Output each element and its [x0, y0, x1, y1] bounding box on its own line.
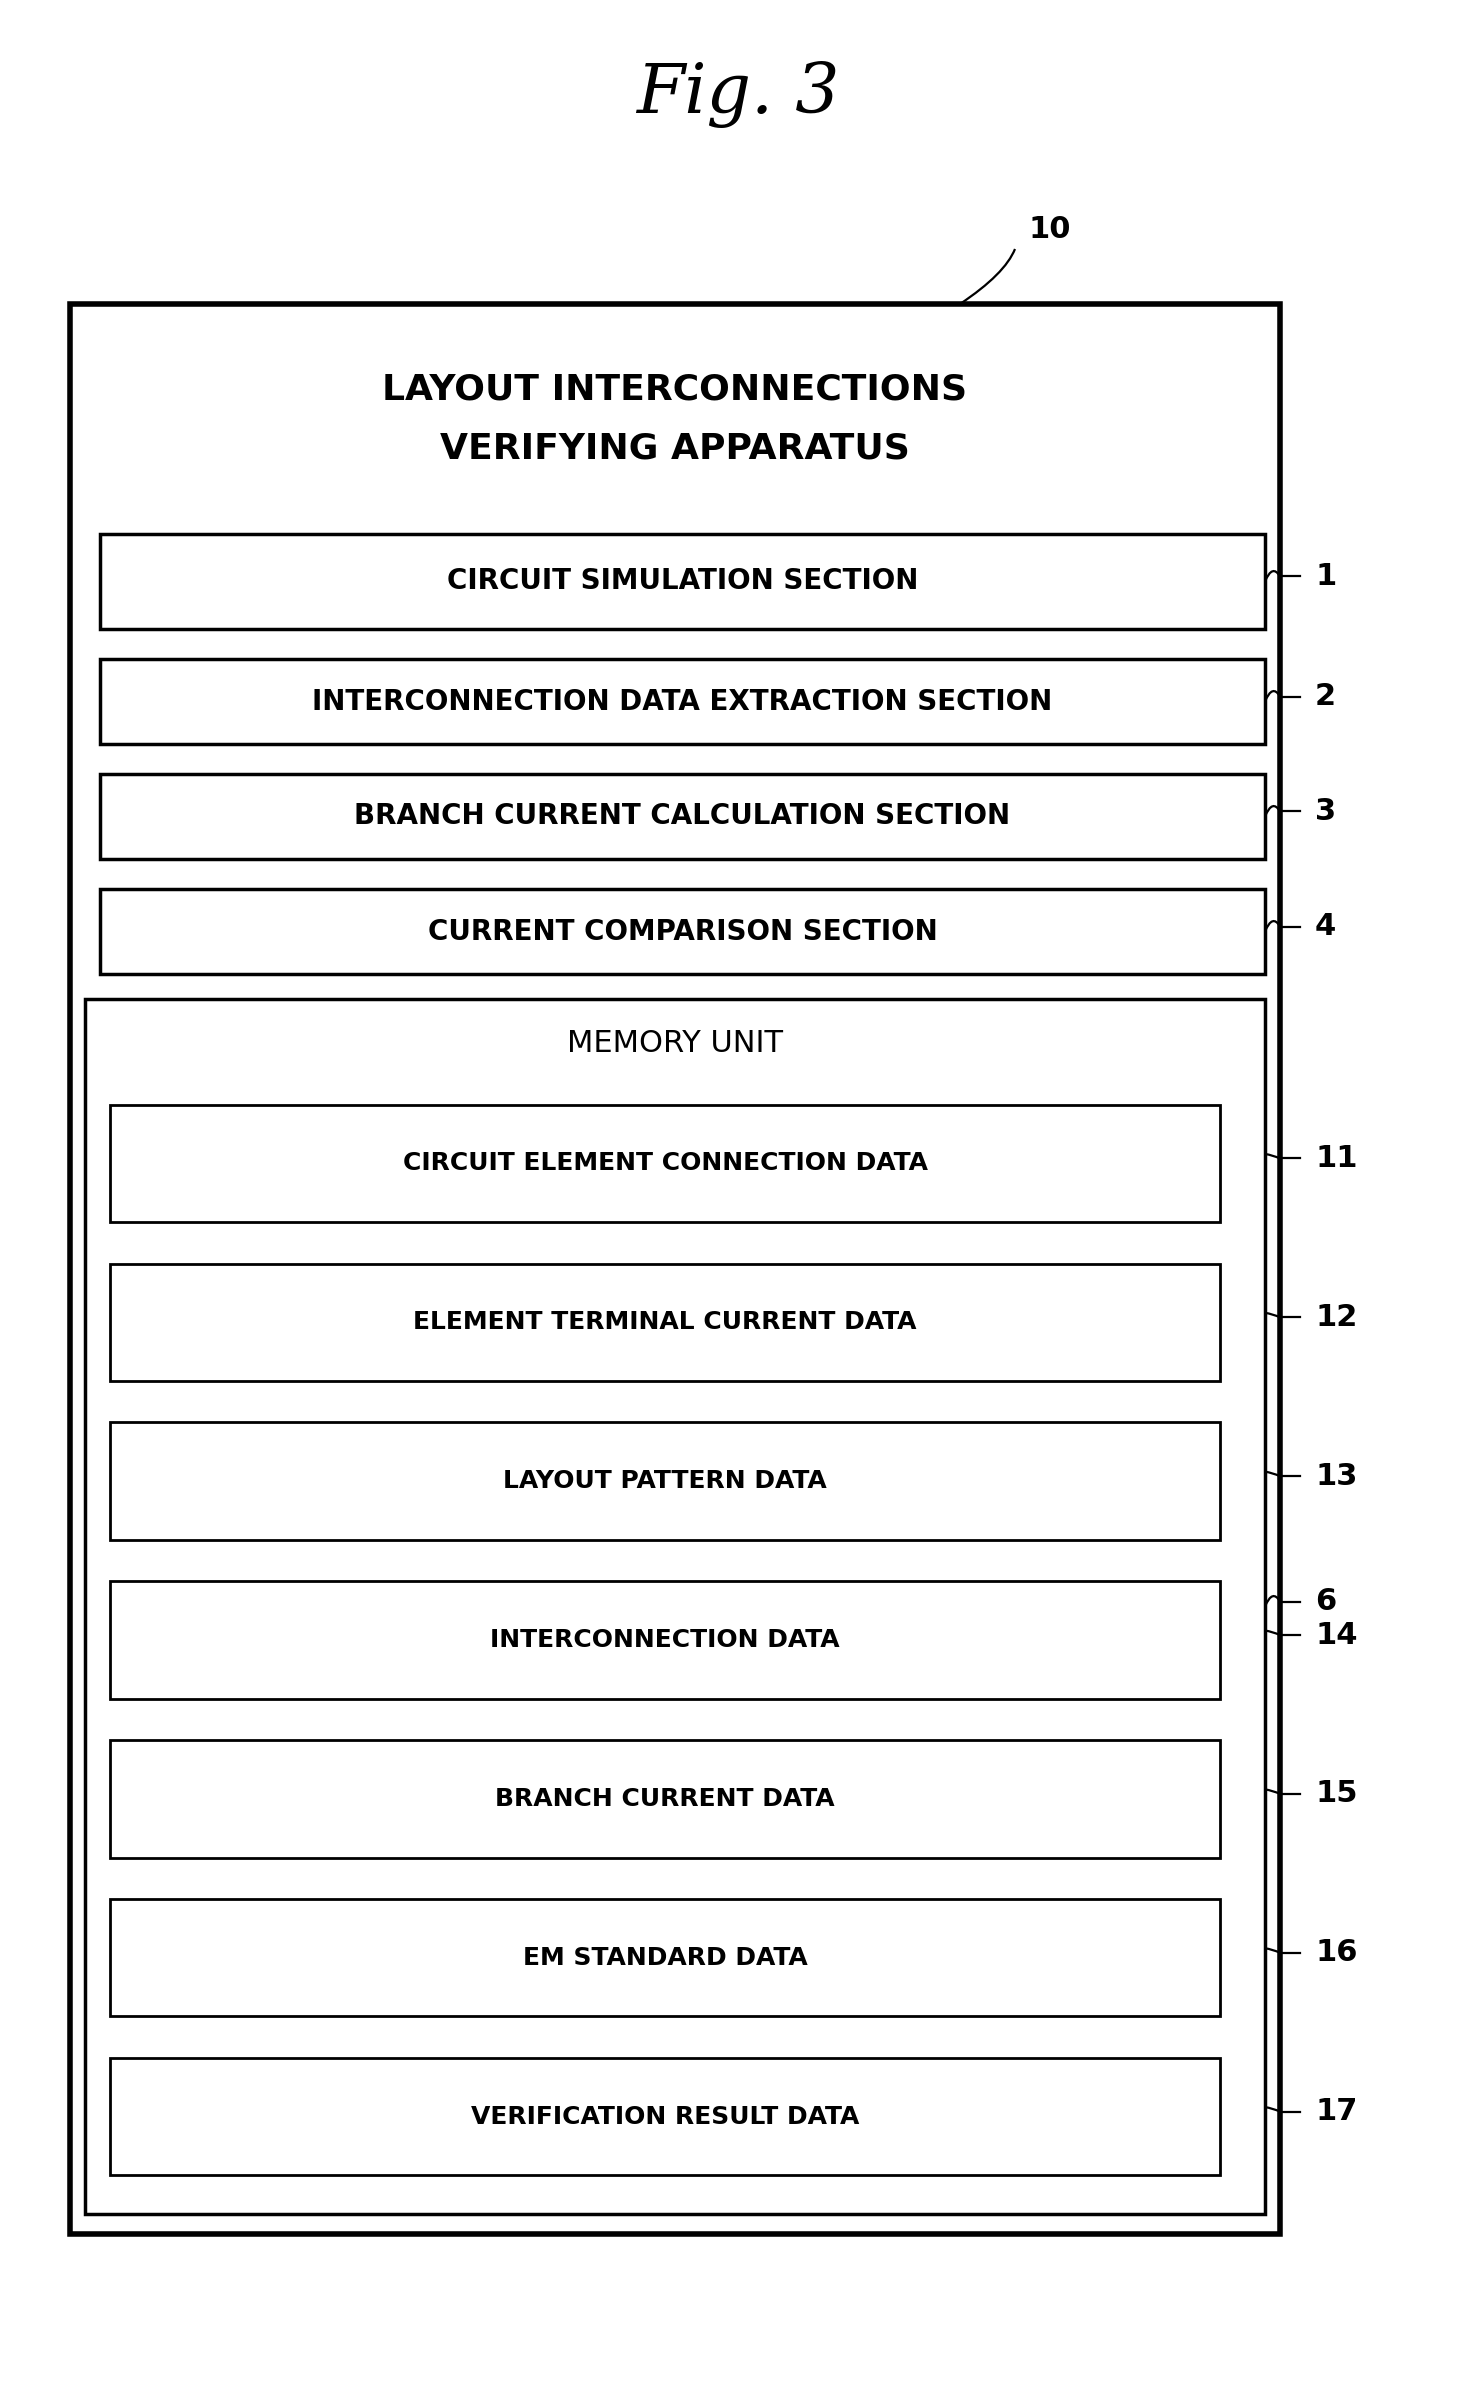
Text: EM STANDARD DATA: EM STANDARD DATA	[523, 1945, 807, 1969]
Text: 17: 17	[1315, 2098, 1358, 2127]
Text: MEMORY UNIT: MEMORY UNIT	[567, 1030, 782, 1058]
Bar	[111, 1264, 1221, 1380]
Text: 2: 2	[1315, 682, 1336, 710]
Text: 12: 12	[1315, 1302, 1358, 1333]
Text: CIRCUIT SIMULATION SECTION: CIRCUIT SIMULATION SECTION	[447, 567, 918, 596]
Bar	[100, 775, 1265, 858]
Bar	[111, 1104, 1221, 1223]
Bar	[111, 2057, 1221, 2174]
Text: INTERCONNECTION DATA: INTERCONNECTION DATA	[490, 1628, 840, 1652]
Bar	[111, 1581, 1221, 1700]
Text: 14: 14	[1315, 1621, 1358, 1650]
Text: 1: 1	[1315, 563, 1336, 591]
Text: INTERCONNECTION DATA EXTRACTION SECTION: INTERCONNECTION DATA EXTRACTION SECTION	[313, 687, 1052, 715]
Bar	[69, 305, 1280, 2234]
Text: LAYOUT INTERCONNECTIONS: LAYOUT INTERCONNECTIONS	[382, 372, 968, 405]
Text: LAYOUT PATTERN DATA: LAYOUT PATTERN DATA	[503, 1469, 827, 1492]
Text: VERIFICATION RESULT DATA: VERIFICATION RESULT DATA	[471, 2105, 859, 2129]
Text: 15: 15	[1315, 1778, 1358, 1809]
Text: BRANCH CURRENT DATA: BRANCH CURRENT DATA	[494, 1788, 835, 1812]
Text: 13: 13	[1315, 1461, 1358, 1490]
Text: 16: 16	[1315, 1938, 1358, 1967]
Text: CIRCUIT ELEMENT CONNECTION DATA: CIRCUIT ELEMENT CONNECTION DATA	[403, 1151, 927, 1175]
Text: 3: 3	[1315, 796, 1336, 825]
Bar	[100, 658, 1265, 744]
Text: 4: 4	[1315, 913, 1336, 942]
Text: BRANCH CURRENT CALCULATION SECTION: BRANCH CURRENT CALCULATION SECTION	[354, 803, 1011, 830]
Bar	[100, 889, 1265, 975]
Text: VERIFYING APPARATUS: VERIFYING APPARATUS	[440, 432, 909, 465]
Bar	[111, 1900, 1221, 2017]
Bar	[86, 999, 1265, 2215]
Text: CURRENT COMPARISON SECTION: CURRENT COMPARISON SECTION	[428, 918, 937, 946]
Text: Fig. 3: Fig. 3	[636, 60, 840, 126]
Bar	[111, 1423, 1221, 1540]
Text: 6: 6	[1315, 1588, 1336, 1616]
Text: 11: 11	[1315, 1144, 1358, 1173]
Bar	[100, 534, 1265, 629]
Text: ELEMENT TERMINAL CURRENT DATA: ELEMENT TERMINAL CURRENT DATA	[413, 1311, 917, 1335]
Text: 10: 10	[1029, 215, 1072, 243]
Bar	[111, 1740, 1221, 1857]
